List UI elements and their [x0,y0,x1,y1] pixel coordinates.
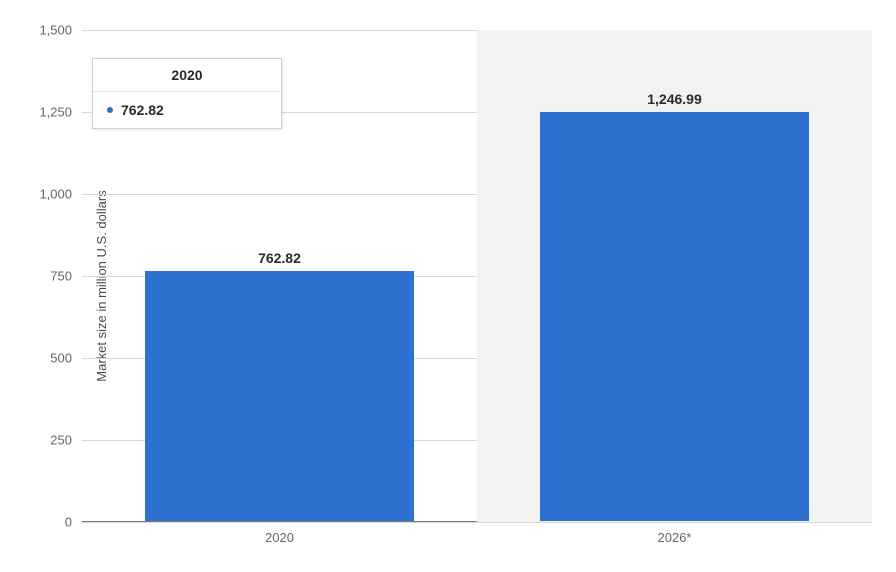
y-tick-label: 750 [50,269,82,284]
bar-value-label: 1,246.99 [540,91,809,113]
bar-value-label: 762.82 [145,250,414,272]
grid-line [82,522,872,523]
bar[interactable] [540,112,809,521]
y-tick-label: 1,000 [39,187,82,202]
y-tick-label: 500 [50,351,82,366]
market-size-bar-chart: Market size in million U.S. dollars 0250… [0,0,896,572]
y-tick-label: 1,500 [39,23,82,38]
bar[interactable] [145,271,414,521]
x-tick-label: 2026* [658,522,692,545]
tooltip-header: 2020 [93,59,281,92]
tooltip-series-dot-icon [107,107,113,113]
tooltip-value: 762.82 [121,102,164,118]
y-tick-label: 1,250 [39,105,82,120]
y-tick-label: 250 [50,433,82,448]
y-tick-label: 0 [65,515,82,530]
chart-tooltip: 2020 762.82 [92,58,282,129]
x-tick-label: 2020 [265,522,294,545]
tooltip-body: 762.82 [93,92,281,128]
